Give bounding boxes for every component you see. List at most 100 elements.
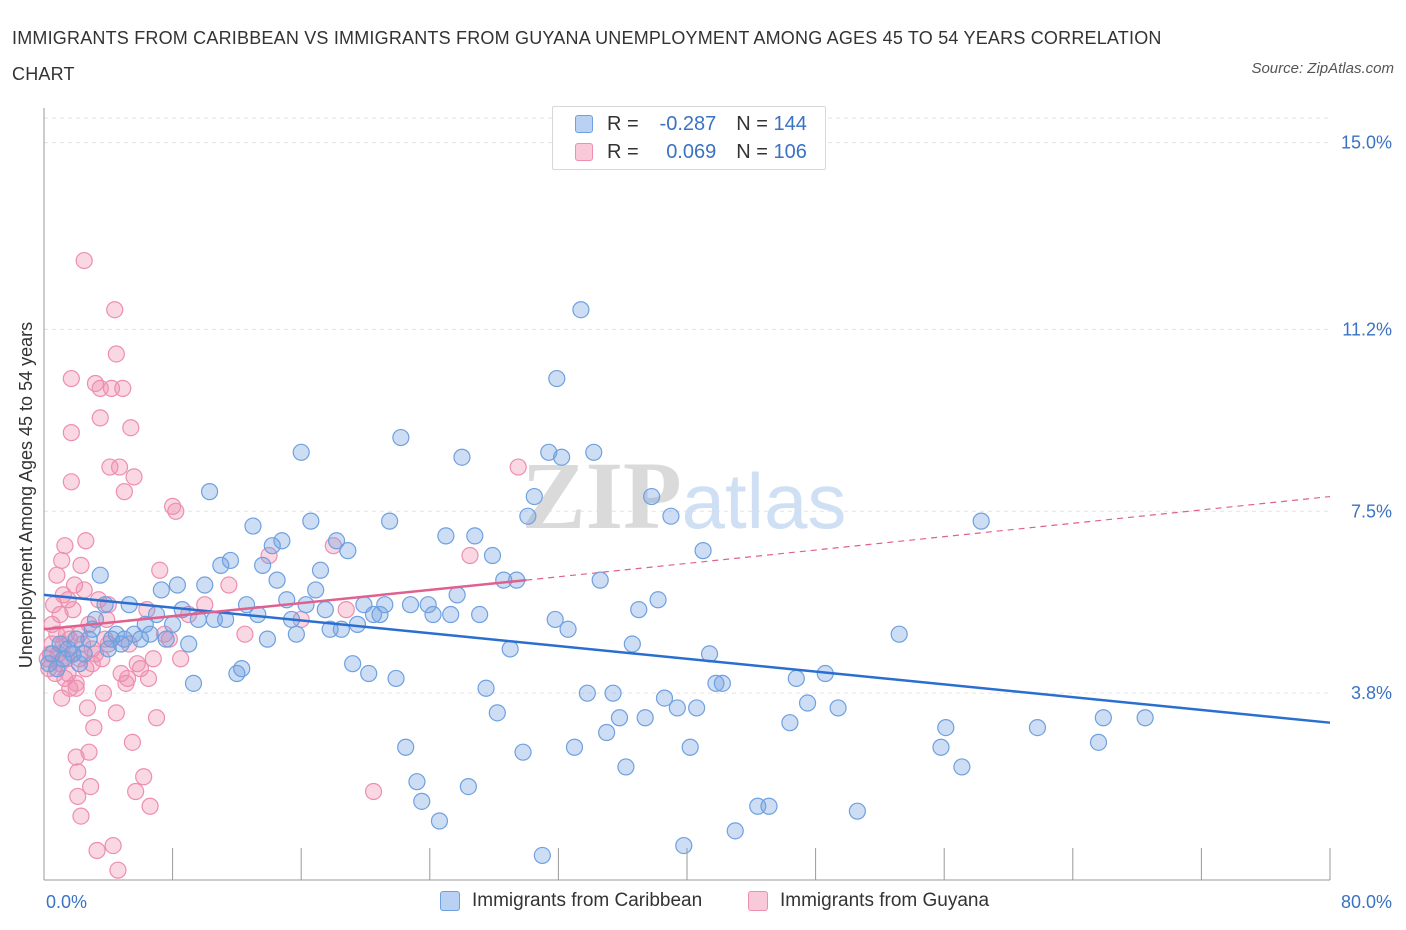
point-caribbean bbox=[649, 591, 667, 609]
point-caribbean bbox=[829, 699, 847, 717]
point-guyana bbox=[107, 704, 125, 722]
point-guyana bbox=[80, 743, 98, 761]
point-guyana bbox=[85, 718, 103, 737]
point-caribbean bbox=[514, 743, 532, 761]
point-caribbean bbox=[91, 566, 109, 584]
point-guyana bbox=[88, 841, 106, 860]
bottom-swatch-caribbean bbox=[440, 891, 460, 911]
point-caribbean bbox=[344, 655, 362, 673]
point-caribbean bbox=[413, 792, 431, 810]
point-caribbean bbox=[890, 625, 908, 643]
bottom-legend-guyana: Immigrants from Guyana bbox=[748, 886, 989, 916]
point-caribbean bbox=[448, 586, 466, 604]
point-guyana bbox=[62, 473, 80, 491]
point-caribbean bbox=[102, 630, 121, 648]
point-caribbean bbox=[424, 605, 442, 624]
series-caribbean bbox=[40, 301, 1154, 865]
point-guyana bbox=[151, 561, 169, 579]
point-guyana bbox=[139, 669, 158, 688]
point-guyana bbox=[67, 748, 85, 766]
point-guyana bbox=[461, 546, 479, 565]
point-caribbean bbox=[553, 448, 571, 466]
point-caribbean bbox=[572, 301, 590, 319]
point-caribbean bbox=[397, 738, 415, 756]
point-caribbean bbox=[848, 802, 866, 820]
point-caribbean bbox=[533, 846, 551, 865]
point-guyana bbox=[62, 369, 80, 388]
point-caribbean bbox=[387, 669, 405, 688]
point-caribbean bbox=[287, 625, 305, 643]
point-guyana bbox=[82, 777, 100, 796]
point-guyana bbox=[101, 458, 119, 476]
point-caribbean bbox=[200, 483, 219, 501]
point-caribbean bbox=[112, 635, 130, 653]
point-caribbean bbox=[559, 620, 577, 638]
point-guyana bbox=[122, 419, 140, 437]
point-caribbean bbox=[453, 448, 471, 466]
legend-r-label: R = bbox=[607, 140, 639, 163]
point-caribbean bbox=[787, 669, 805, 688]
point-caribbean bbox=[1136, 709, 1154, 727]
point-caribbean bbox=[548, 369, 566, 388]
point-guyana bbox=[53, 551, 71, 570]
point-guyana bbox=[72, 807, 90, 825]
point-caribbean bbox=[477, 679, 495, 697]
point-guyana bbox=[109, 861, 127, 879]
point-caribbean bbox=[273, 532, 291, 550]
point-caribbean bbox=[726, 822, 744, 840]
point-caribbean bbox=[466, 527, 484, 545]
point-guyana bbox=[64, 601, 82, 619]
point-guyana bbox=[141, 797, 159, 815]
point-caribbean bbox=[437, 527, 455, 545]
point-caribbean bbox=[75, 645, 93, 663]
point-guyana bbox=[164, 497, 182, 515]
point-caribbean bbox=[54, 650, 72, 668]
point-caribbean bbox=[668, 699, 686, 717]
point-guyana bbox=[106, 301, 124, 319]
point-caribbean bbox=[180, 635, 198, 653]
point-guyana bbox=[127, 782, 145, 801]
point-guyana bbox=[93, 650, 111, 668]
bottom-legend-label: Immigrants from Guyana bbox=[780, 890, 990, 911]
point-caribbean bbox=[655, 689, 674, 707]
point-guyana bbox=[509, 458, 527, 476]
point-caribbean bbox=[662, 507, 680, 525]
point-guyana bbox=[77, 532, 95, 550]
point-caribbean bbox=[381, 512, 399, 530]
point-guyana bbox=[147, 709, 166, 727]
point-caribbean bbox=[157, 630, 175, 648]
point-caribbean bbox=[623, 635, 641, 653]
point-caribbean bbox=[212, 556, 230, 574]
point-caribbean bbox=[327, 532, 346, 550]
y-axis-label: Unemployment Among Ages 45 to 54 years bbox=[16, 322, 36, 668]
x-tick-label: 80.0% bbox=[1341, 892, 1392, 912]
point-caribbean bbox=[221, 551, 240, 570]
chart-title: IMMIGRANTS FROM CARIBBEAN VS IMMIGRANTS … bbox=[12, 28, 1162, 84]
point-caribbean bbox=[254, 556, 272, 574]
point-caribbean bbox=[141, 625, 159, 643]
point-caribbean bbox=[302, 512, 320, 530]
point-guyana bbox=[67, 679, 85, 697]
point-caribbean bbox=[937, 718, 955, 737]
point-caribbean bbox=[371, 605, 389, 624]
point-caribbean bbox=[311, 561, 330, 579]
point-caribbean bbox=[339, 542, 357, 560]
point-caribbean bbox=[442, 605, 460, 624]
point-guyana bbox=[128, 655, 146, 673]
point-guyana bbox=[144, 650, 162, 668]
point-guyana bbox=[118, 669, 137, 688]
point-caribbean bbox=[419, 596, 437, 614]
point-caribbean bbox=[525, 487, 543, 506]
point-caribbean bbox=[268, 571, 286, 589]
point-guyana bbox=[125, 468, 143, 486]
point-caribbean bbox=[67, 630, 85, 648]
point-caribbean bbox=[519, 507, 537, 525]
point-caribbean bbox=[675, 836, 693, 855]
point-caribbean bbox=[488, 704, 506, 722]
point-guyana bbox=[48, 566, 66, 584]
y-tick-label: 7.5% bbox=[1351, 501, 1392, 521]
point-guyana bbox=[48, 625, 66, 643]
legend-swatch-guyana bbox=[575, 143, 593, 161]
point-caribbean bbox=[1028, 718, 1047, 737]
point-caribbean bbox=[364, 605, 383, 624]
